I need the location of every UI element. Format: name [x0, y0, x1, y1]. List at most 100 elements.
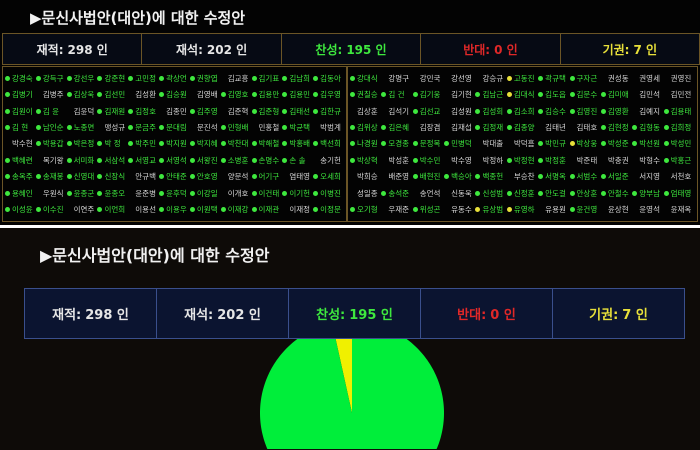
member-name: 김위상 — [357, 123, 378, 133]
member-yes: 박홍배 — [282, 136, 313, 152]
member-name: 이강일 — [196, 188, 218, 198]
vote-dot-icon — [313, 207, 319, 213]
member-name: 김동아 — [320, 73, 341, 83]
member-not-voted: 송언석 — [413, 185, 444, 201]
stat-no: 반대: 0 인 — [421, 289, 553, 338]
vote-dot-icon — [251, 174, 257, 180]
member-yes: 박은정 — [66, 136, 98, 152]
stat-present-label: 재석: — [184, 308, 214, 323]
vote-dot-icon — [5, 207, 10, 213]
member-yes: 박수민 — [412, 152, 444, 168]
member-name: 어기구 — [258, 172, 280, 182]
member-name: 김성회 — [482, 106, 504, 116]
member-not-voted: 김예지 — [632, 103, 663, 119]
vote-dot-icon — [350, 92, 355, 98]
member-yes: 박찬대 — [220, 136, 252, 152]
member-name: 이재관 — [258, 205, 280, 215]
member-yes: 강대식 — [350, 70, 381, 86]
member-not-voted: 문진석 — [190, 119, 221, 135]
member-yes: 강준현 — [97, 70, 128, 86]
member-yes: 민병덕 — [444, 136, 475, 152]
member-not-voted: 복기왕 — [36, 152, 67, 168]
stat-abstain-label: 기권: — [602, 42, 630, 57]
vote-dot-icon — [251, 92, 257, 98]
member-name: 서지영 — [639, 172, 660, 182]
member-yes: 안상훈 — [569, 185, 601, 201]
vote-dot-icon — [569, 92, 575, 98]
vote-dot-icon — [538, 157, 544, 163]
member-name: 김승수 — [545, 106, 566, 116]
member-yes: 김소희 — [506, 103, 538, 119]
member-yes: 서영교 — [128, 152, 159, 168]
member-name: 박 정 — [104, 139, 121, 149]
stat-present-value: 202 인 — [206, 42, 248, 57]
member-name: 박덕흠 — [513, 139, 535, 149]
member-not-voted: 성일종 — [350, 185, 381, 201]
vote-dot-icon — [97, 141, 103, 147]
member-yes: 백선희 — [313, 136, 344, 152]
member-name: 김병주 — [42, 90, 64, 100]
member-name: 안규백 — [135, 172, 156, 182]
member-name: 엄태영 — [670, 188, 692, 198]
member-yes: 오기형 — [350, 202, 381, 218]
vote-dot-icon — [506, 207, 512, 213]
member-yes: 권향엽 — [189, 70, 221, 86]
member-name: 김문수 — [576, 90, 598, 100]
vote-dot-icon — [444, 174, 450, 180]
member-yes: 김영환 — [600, 103, 632, 119]
member-yes: 박해철 — [251, 136, 283, 152]
member-yes: 송옥주 — [5, 169, 36, 185]
member-name: 백종헌 — [482, 172, 504, 182]
stat-no: 반대: 0 인 — [421, 34, 561, 64]
vote-dot-icon — [632, 190, 638, 196]
member-name: 김 현 — [12, 123, 29, 133]
vote-dot-icon — [189, 108, 195, 114]
member-name: 민홍철 — [258, 123, 280, 133]
member-yes: 배현진 — [412, 169, 444, 185]
member-name: 고민정 — [135, 73, 156, 83]
member-yes: 소병훈 — [220, 152, 252, 168]
vote-dot-icon — [506, 75, 512, 81]
member-name: 박수민 — [419, 155, 441, 165]
member-name: 박균택 — [289, 123, 311, 133]
member-name: 박은정 — [73, 139, 95, 149]
member-yes: 이건태 — [251, 185, 283, 201]
stat-total-label: 재적: — [36, 42, 64, 57]
stat-no-value: 0 인 — [490, 308, 516, 323]
member-not-voted: 김교흥 — [221, 70, 252, 86]
member-not-voted: 이연주 — [67, 202, 98, 218]
member-name: 우재준 — [388, 205, 410, 215]
stat-abstain-value: 7 인 — [633, 42, 658, 57]
member-name: 김은혜 — [388, 123, 410, 133]
member-name: 김민석 — [639, 90, 660, 100]
member-name: 우원식 — [42, 188, 64, 198]
member-yes: 문금주 — [128, 119, 159, 135]
member-yes: 이원택 — [189, 202, 221, 218]
stat-total: 재적: 298 인 — [3, 34, 143, 64]
member-yes: 박민규 — [538, 136, 569, 152]
stat-present: 재석: 202 인 — [157, 289, 289, 338]
member-name: 김남근 — [482, 90, 504, 100]
member-name: 박성훈 — [388, 155, 410, 165]
member-name: 김용태 — [670, 106, 692, 116]
member-name: 김장겸 — [419, 123, 441, 133]
member-name: 백혜련 — [12, 155, 33, 165]
member-not-voted: 박덕흠 — [507, 136, 538, 152]
member-name: 나경원 — [357, 139, 378, 149]
member-yes: 서명옥 — [538, 169, 569, 185]
member-yes: 박지혜 — [189, 136, 221, 152]
vote-dot-icon — [313, 108, 319, 114]
vote-dot-icon — [282, 108, 288, 114]
vote-dot-icon — [128, 141, 134, 147]
member-yes: 윤후덕 — [159, 185, 190, 201]
vote-dot-icon — [35, 75, 41, 81]
member-not-voted: 부승찬 — [507, 169, 538, 185]
member-yes: 박성민 — [663, 136, 695, 152]
member-name: 김주영 — [196, 106, 218, 116]
member-not-voted: 맹성규 — [97, 119, 128, 135]
member-name: 고동진 — [513, 73, 535, 83]
vote-dot-icon — [282, 141, 288, 147]
member-yes: 곽상언 — [159, 70, 190, 86]
member-yes: 이수진 — [35, 202, 67, 218]
member-name: 오기형 — [357, 205, 378, 215]
